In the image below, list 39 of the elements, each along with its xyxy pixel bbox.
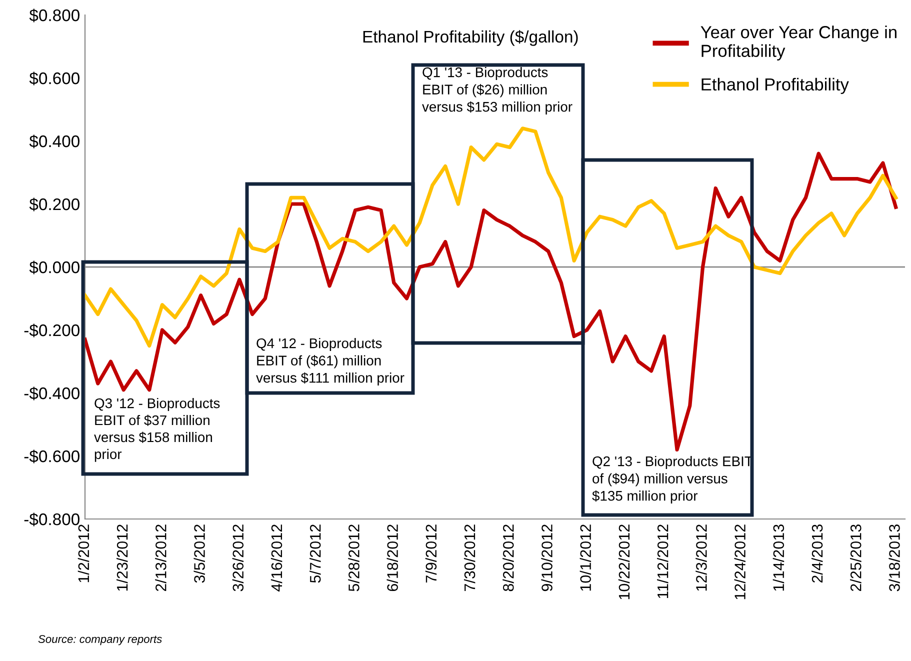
text: Ethanol Profitability ($/gallon) <box>363 30 578 46</box>
x-tick-label: 5/7/2012 <box>310 524 321 583</box>
x-tick-label: 12/24/2012 <box>734 524 746 600</box>
annotation: Q4 '12 - Bioproducts EBIT of ($61) million versus $111 million prior <box>256 338 404 386</box>
x-tick-label: 7/30/2012 <box>464 524 476 592</box>
x-tick-label: 4/16/2012 <box>270 524 282 592</box>
x-tick-label: 3/26/2012 <box>232 524 244 592</box>
x-tick-label: 10/22/2012 <box>618 524 630 600</box>
y-tick-label: $0.000 <box>29 260 80 274</box>
x-tick-label: 10/1/2012 <box>580 524 592 591</box>
annotation: Q3 '12 - Bioproducts EBIT of $37 million versus $158 million prior <box>94 398 220 462</box>
x-tick-label: 2/25/2013 <box>850 524 862 592</box>
y-tick-label: $0.600 <box>29 72 80 86</box>
legend-label: Ethanol Profitability <box>702 78 849 94</box>
x-tick-label: 9/10/2012 <box>541 524 552 592</box>
y-tick-label: -$0.800 <box>24 512 80 526</box>
legend-label: Year over Year Change in Profitability <box>700 26 896 60</box>
x-tick-label: 5/28/2012 <box>348 524 360 592</box>
x-tick-label: 7/9/2012 <box>425 524 437 583</box>
y-tick-label: -$0.400 <box>24 386 80 400</box>
y-tick-label: -$0.600 <box>24 450 80 464</box>
x-tick-label: 1/23/2012 <box>116 524 128 591</box>
annotation: Q1 '13 - Bioproducts EBIT of ($26) million versus $153 million prior <box>422 67 572 114</box>
x-tick-label: 8/20/2012 <box>502 524 514 592</box>
x-tick-label: 11/12/2012 <box>657 524 668 598</box>
x-tick-label: 12/3/2012 <box>696 524 707 591</box>
y-tick-label: $0.400 <box>29 134 80 148</box>
y-tick-label: $0.800 <box>29 8 80 22</box>
x-tick-label: 1/2/2012 <box>78 524 90 582</box>
x-tick-label: 2/4/2013 <box>811 524 823 583</box>
y-tick-label: -$0.200 <box>24 324 80 338</box>
y-tick-label: $0.200 <box>29 198 80 212</box>
source-note: Source: company reports <box>38 635 162 646</box>
x-tick-label: 3/5/2012 <box>194 524 205 583</box>
x-tick-label: 1/14/2013 <box>772 524 784 591</box>
x-tick-label: 2/13/2012 <box>155 524 166 592</box>
x-tick-label: 6/18/2012 <box>386 524 398 592</box>
x-tick-label: 3/18/2013 <box>888 524 900 592</box>
annotation: Q2 '13 - Bioproducts EBIT of ($94) million versus $135 million prior <box>592 456 753 504</box>
